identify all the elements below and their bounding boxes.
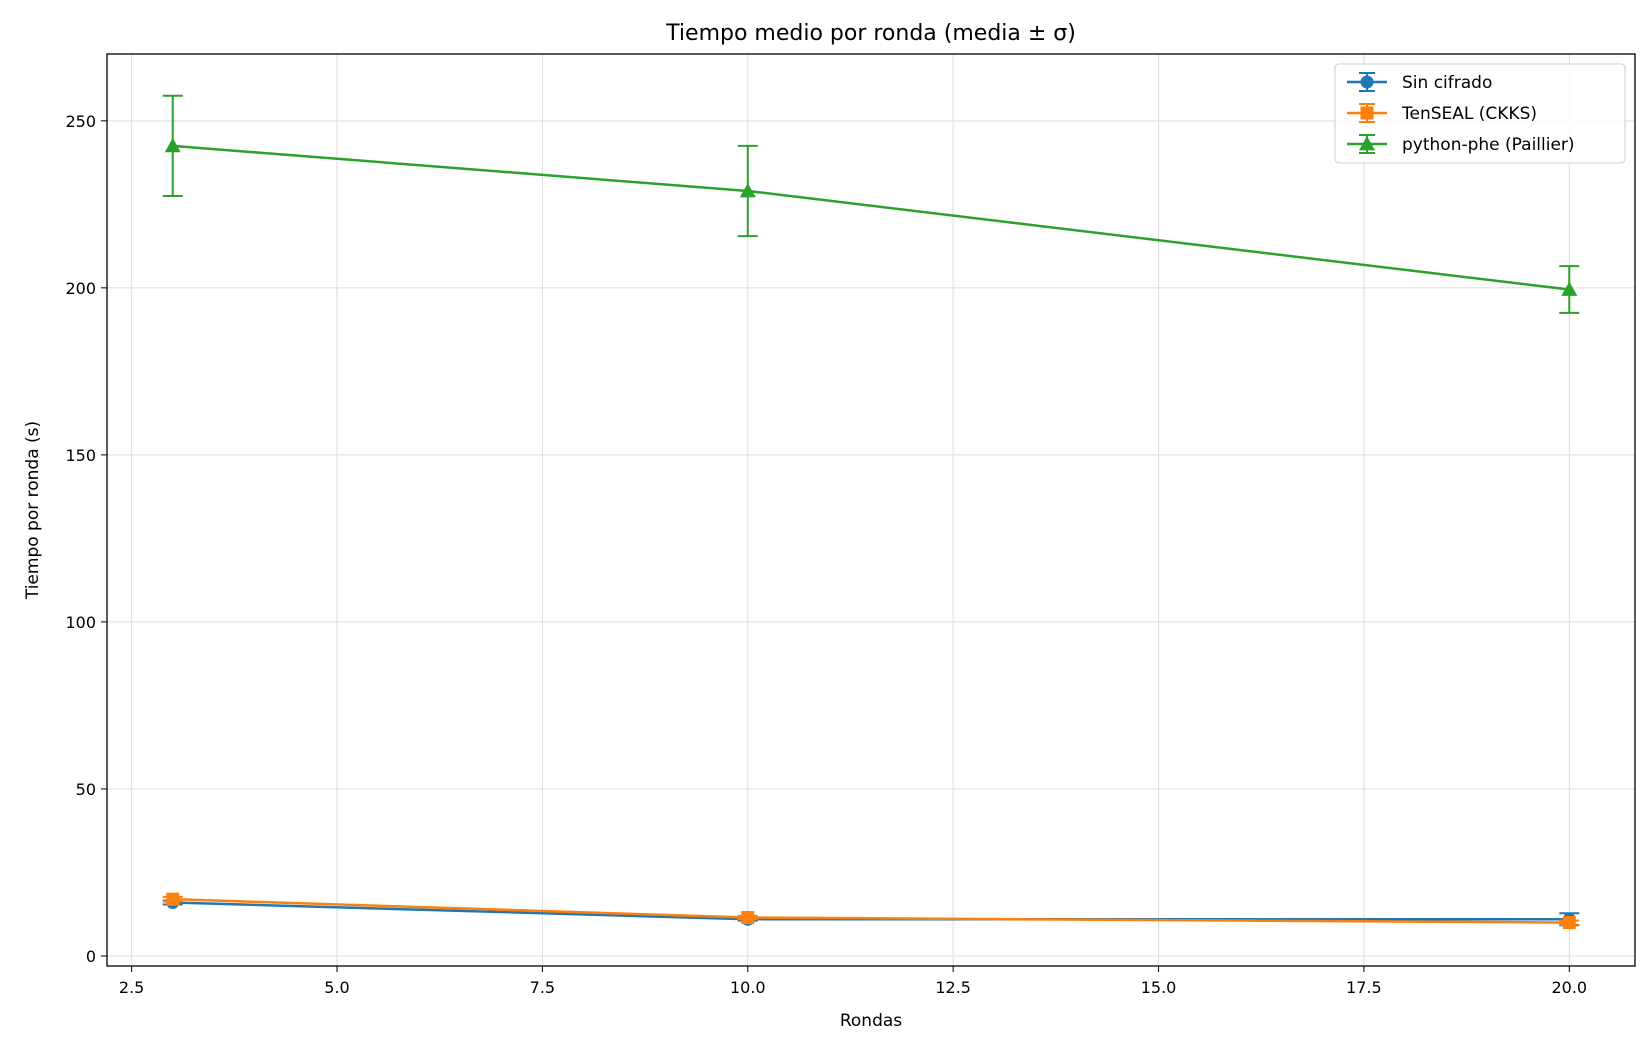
legend-label: python-phe (Paillier) xyxy=(1402,135,1575,155)
chart-title: Tiempo medio por ronda (media ± σ) xyxy=(665,21,1076,46)
x-tick-label: 20.0 xyxy=(1551,978,1587,997)
x-tick-label: 12.5 xyxy=(935,978,971,997)
legend-label: TenSEAL (CKKS) xyxy=(1401,104,1537,124)
data-point xyxy=(1562,916,1576,930)
x-tick-label: 5.0 xyxy=(324,978,349,997)
x-tick-label: 10.0 xyxy=(730,978,766,997)
x-axis: 2.5 5.0 7.5 10.0 12.5 15.0 17.5 20.0 xyxy=(119,966,1587,997)
series-python-phe-paillier xyxy=(162,94,1580,314)
x-tick-label: 2.5 xyxy=(119,978,144,997)
series-tenseal-ckks xyxy=(162,892,1580,930)
x-tick-label: 7.5 xyxy=(530,978,555,997)
y-tick-label: 0 xyxy=(86,947,96,966)
data-point xyxy=(1561,281,1578,296)
legend-item: python-phe (Paillier) xyxy=(1347,134,1575,155)
series-layer xyxy=(162,94,1580,930)
y-tick-label: 250 xyxy=(65,112,96,131)
legend-item: Sin cifrado xyxy=(1347,72,1492,93)
legend-label: Sin cifrado xyxy=(1402,73,1492,93)
grid xyxy=(107,54,1635,966)
y-tick-label: 50 xyxy=(76,780,96,799)
plot-frame xyxy=(106,53,1636,967)
data-point xyxy=(739,182,756,198)
y-axis: 0 50 100 150 200 250 xyxy=(65,112,107,966)
legend-marker xyxy=(1360,106,1374,120)
x-tick-label: 15.0 xyxy=(1141,978,1177,997)
y-tick-label: 200 xyxy=(65,279,96,298)
y-axis-label: Tiempo por ronda (s) xyxy=(23,421,43,600)
x-axis-label: Rondas xyxy=(840,1011,902,1031)
data-point xyxy=(164,137,181,153)
y-tick-label: 150 xyxy=(65,446,96,465)
legend-marker xyxy=(1359,136,1375,151)
legend-item: TenSEAL (CKKS) xyxy=(1347,103,1537,124)
legend-marker xyxy=(1360,75,1374,89)
data-point xyxy=(741,911,755,925)
data-point xyxy=(166,892,180,906)
legend-box xyxy=(1334,63,1626,164)
x-tick-label: 17.5 xyxy=(1346,978,1382,997)
legend: Sin cifrado TenSEAL (CKKS) python-phe (Pai… xyxy=(1334,63,1626,164)
y-tick-label: 100 xyxy=(65,613,96,632)
